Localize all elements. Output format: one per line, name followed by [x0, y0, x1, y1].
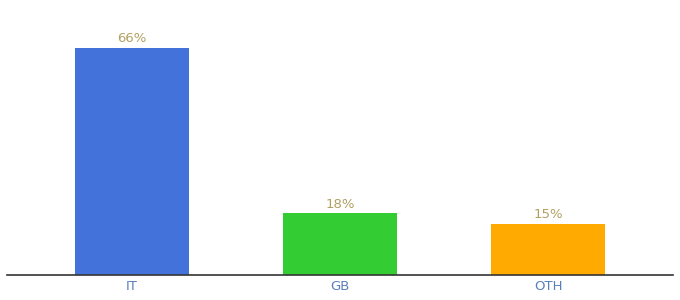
Text: 66%: 66%	[117, 32, 146, 46]
Bar	[75, 48, 189, 275]
Bar	[283, 213, 397, 275]
Bar	[491, 224, 605, 275]
Text: 15%: 15%	[533, 208, 563, 221]
Text: 18%: 18%	[325, 197, 355, 211]
